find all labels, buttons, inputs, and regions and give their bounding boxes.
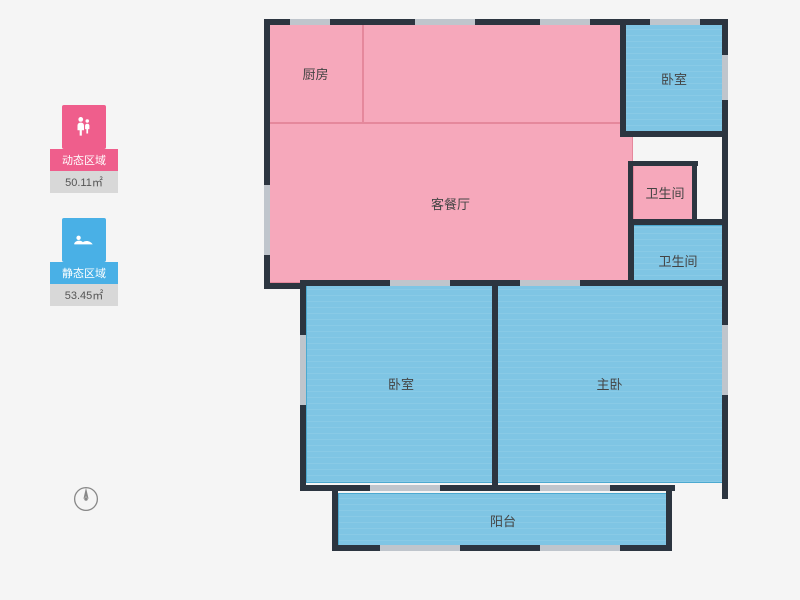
room-kitchen: 厨房 xyxy=(268,23,363,123)
wall-6 xyxy=(332,491,338,549)
compass-icon xyxy=(72,485,100,513)
wall-gap-8 xyxy=(540,485,610,491)
wall-12 xyxy=(628,219,726,225)
wall-gap-5 xyxy=(722,55,728,100)
legend-static-value: 53.45㎡ xyxy=(50,284,118,306)
wall-15 xyxy=(300,280,726,286)
floorplan: 厨房客餐厅卫生间卧室卫生间卧室主卧阳台 xyxy=(240,15,740,580)
wall-9 xyxy=(620,19,626,137)
wall-gap-3 xyxy=(650,19,700,25)
room-label-bath1: 卫生间 xyxy=(645,183,684,202)
room-bath1: 卫生间 xyxy=(633,165,697,220)
wall-4 xyxy=(300,485,675,491)
wall-gap-1 xyxy=(415,19,475,25)
room-bed_master: 主卧 xyxy=(496,283,723,483)
people-icon xyxy=(62,105,106,149)
legend-panel: 动态区域 50.11㎡ 静态区域 53.45㎡ xyxy=(50,105,118,331)
room-label-kitchen: 厨房 xyxy=(302,64,328,83)
room-bed_small: 卧室 xyxy=(624,23,724,133)
wall-10 xyxy=(620,131,728,137)
room-label-bath2: 卫生间 xyxy=(658,251,697,270)
wall-gap-12 xyxy=(390,280,450,286)
room-label-bed_small: 卧室 xyxy=(661,69,687,88)
wall-gap-10 xyxy=(540,545,620,551)
room-label-living: 客餐厅 xyxy=(431,194,470,213)
legend-dynamic-value: 50.11㎡ xyxy=(50,171,118,193)
wall-gap-6 xyxy=(722,325,728,395)
legend-static: 静态区域 53.45㎡ xyxy=(50,218,118,306)
wall-13 xyxy=(628,161,633,223)
legend-dynamic: 动态区域 50.11㎡ xyxy=(50,105,118,193)
room-label-bed_left: 卧室 xyxy=(388,374,414,393)
wall-17 xyxy=(628,223,634,283)
room-living_top xyxy=(363,23,623,123)
wall-gap-0 xyxy=(290,19,330,25)
room-balcony: 阳台 xyxy=(338,493,668,548)
wall-gap-4 xyxy=(264,185,270,255)
sleep-icon xyxy=(62,218,106,262)
wall-gap-13 xyxy=(520,280,580,286)
wall-gap-2 xyxy=(540,19,590,25)
room-bed_left: 卧室 xyxy=(306,283,496,483)
wall-16 xyxy=(492,283,498,487)
room-label-bed_master: 主卧 xyxy=(596,374,622,393)
wall-gap-9 xyxy=(380,545,460,551)
wall-gap-11 xyxy=(300,335,306,405)
wall-7 xyxy=(666,491,672,549)
legend-static-title: 静态区域 xyxy=(50,262,118,284)
wall-14 xyxy=(692,161,697,221)
wall-11 xyxy=(628,161,698,166)
wall-gap-7 xyxy=(370,485,440,491)
legend-dynamic-title: 动态区域 xyxy=(50,149,118,171)
room-label-balcony: 阳台 xyxy=(490,511,516,530)
room-living: 客餐厅 xyxy=(268,123,633,283)
